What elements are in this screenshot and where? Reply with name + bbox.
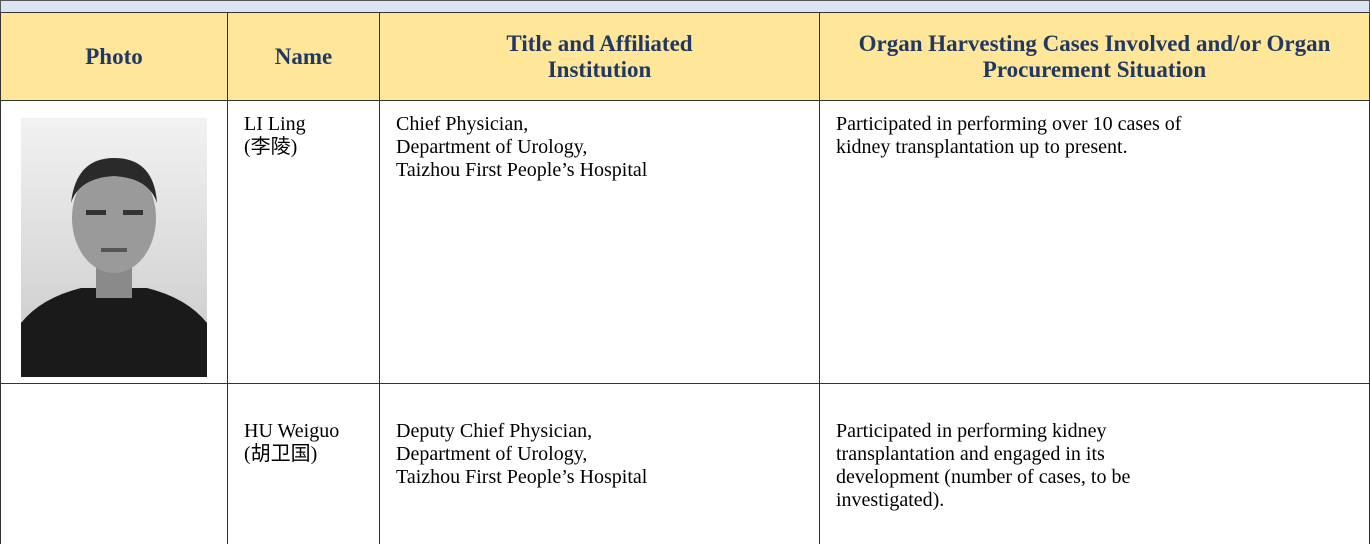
header-cell: Title and Affiliated Institution xyxy=(380,13,820,100)
photo-cell xyxy=(0,384,228,544)
text-line: Participated in performing kidney xyxy=(836,420,1107,442)
header-text: Name xyxy=(274,43,333,69)
text-line: development (number of cases, to be xyxy=(836,466,1131,488)
text-line: investigated). xyxy=(836,489,945,511)
text-line: transplantation and engaged in its xyxy=(836,443,1105,465)
title-cell: Deputy Chief Physician, Department of Ur… xyxy=(380,384,820,544)
header-text: Photo xyxy=(85,43,143,69)
text-line: HU Weiguo xyxy=(244,420,340,442)
text-line: Taizhou First People’s Hospital xyxy=(396,159,648,181)
text-line: Chief Physician, xyxy=(396,113,529,135)
header-cell: Organ Harvesting Cases Involved and/or O… xyxy=(820,13,1370,100)
text-line: (李陵) xyxy=(244,136,298,158)
text-line: Taizhou First People’s Hospital xyxy=(396,466,648,488)
row-border xyxy=(0,100,1370,101)
header-cell: Photo xyxy=(0,13,228,100)
photo-cell xyxy=(0,101,228,384)
top-strip xyxy=(0,0,1370,13)
header-text: Title and Affiliated Institution xyxy=(506,30,693,82)
text-line: kidney transplantation up to present. xyxy=(836,136,1128,158)
title-cell: Chief Physician, Department of Urology, … xyxy=(380,101,820,384)
header-text: Organ Harvesting Cases Involved and/or O… xyxy=(858,30,1331,82)
photo xyxy=(21,118,207,377)
text-line: Deputy Chief Physician, xyxy=(396,420,593,442)
text-line: LI Ling xyxy=(244,113,306,135)
text-line: (胡卫国) xyxy=(244,443,318,465)
name-cell: LI Ling (李陵) xyxy=(228,101,380,384)
header-cell: Name xyxy=(228,13,380,100)
text-line: Department of Urology, xyxy=(396,136,588,158)
text-line: Department of Urology, xyxy=(396,443,588,465)
cases-cell: Participated in performing over 10 cases… xyxy=(820,101,1370,384)
name-cell: HU Weiguo (胡卫国) xyxy=(228,384,380,544)
text-line: Participated in performing over 10 cases… xyxy=(836,113,1182,135)
cases-cell: Participated in performing kidney transp… xyxy=(820,384,1370,544)
